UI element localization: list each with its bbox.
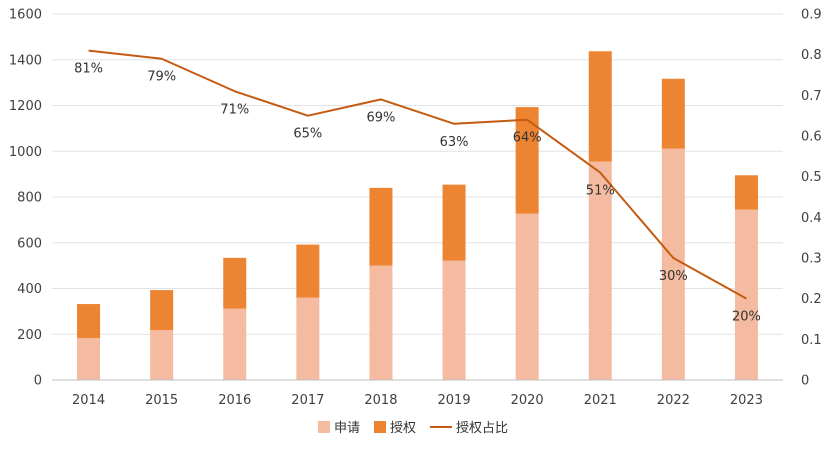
- y-left-tick-label: 1200: [9, 99, 42, 114]
- legend-label: 授权占比: [456, 420, 508, 436]
- ratio-label: 69%: [366, 110, 395, 125]
- y-right-tick-label: 0.1: [801, 333, 822, 348]
- bar-grant-2020: [515, 107, 539, 214]
- legend: 申请 授权 授权占比: [318, 420, 508, 436]
- y-left-tick-label: 600: [17, 236, 42, 251]
- bars: [77, 51, 758, 380]
- y-right-tick-label: 0.9: [801, 8, 822, 23]
- data-labels: 81% 79% 71% 65% 69% 63% 64% 51% 30% 20%: [74, 62, 761, 325]
- legend-item-application: 申请: [318, 421, 360, 436]
- ratio-label: 63%: [440, 135, 469, 150]
- y-right-tick-label: 0.7: [801, 89, 822, 104]
- ratio-label: 30%: [659, 269, 688, 284]
- y-right-tick-label: 0.3: [801, 252, 822, 267]
- x-tick-label: 2014: [72, 393, 105, 408]
- y-right-tick-label: 0.4: [801, 211, 822, 226]
- y-left-tick-label: 800: [17, 191, 42, 206]
- legend-label: 授权: [390, 420, 416, 436]
- ratio-label: 51%: [586, 184, 615, 199]
- bar-application-2022: [661, 148, 685, 380]
- y-left-tick-label: 1000: [9, 145, 42, 160]
- ratio-line: [88, 49, 747, 300]
- bar-grant-2018: [369, 187, 393, 266]
- ratio-label: 79%: [147, 70, 176, 85]
- bar-application-2020: [515, 213, 539, 380]
- y-right-tick-label: 0: [801, 374, 809, 389]
- ratio-label: 65%: [293, 127, 322, 142]
- y-right-tick-label: 0.5: [801, 170, 822, 185]
- ratio-label: 20%: [732, 310, 761, 325]
- bar-application-2019: [442, 260, 466, 380]
- grid: [52, 13, 783, 335]
- bar-grant-2017: [296, 244, 320, 298]
- x-tick-label: 2021: [584, 393, 617, 408]
- bar-grant-2023: [734, 175, 758, 210]
- ratio-line-layer: [88, 49, 747, 300]
- axes: 0 200 400 600 800 1000 1200 1400 1600 0 0.1 0.2 0.3 0…: [9, 8, 822, 409]
- y-right-tick-label: 0.6: [801, 130, 822, 145]
- y-left-tick-label: 400: [17, 282, 42, 297]
- ratio-label: 81%: [74, 62, 103, 77]
- bar-application-2017: [296, 297, 320, 380]
- bar-grant-2019: [442, 184, 466, 261]
- x-tick-label: 2017: [291, 393, 324, 408]
- x-tick-label: 2022: [657, 393, 690, 408]
- y-right-tick-label: 0.8: [801, 48, 822, 63]
- bar-application-2018: [369, 265, 393, 380]
- ratio-label: 71%: [220, 102, 249, 117]
- y-left-tick-label: 0: [34, 374, 42, 389]
- legend-item-ratio: 授权占比: [430, 420, 508, 436]
- x-tick-label: 2018: [364, 393, 397, 408]
- bar-grant-2014: [77, 304, 101, 339]
- y-left-tick-label: 1400: [9, 53, 42, 68]
- bar-application-2016: [223, 308, 247, 380]
- x-tick-label: 2023: [730, 393, 763, 408]
- bar-grant-2016: [223, 257, 247, 309]
- bar-application-2023: [734, 209, 758, 380]
- legend-swatch: [374, 421, 386, 433]
- bar-application-2014: [77, 338, 101, 380]
- legend-item-grant: 授权: [374, 420, 416, 436]
- bar-application-2021: [588, 161, 612, 380]
- bar-grant-2021: [588, 51, 612, 162]
- x-tick-label: 2015: [145, 393, 178, 408]
- legend-swatch: [318, 421, 330, 433]
- y-left-tick-label: 200: [17, 328, 42, 343]
- ratio-label: 64%: [513, 131, 542, 146]
- legend-label: 申请: [334, 421, 360, 436]
- x-tick-label: 2016: [218, 393, 251, 408]
- bar-application-2015: [150, 330, 174, 380]
- bar-grant-2015: [150, 290, 174, 331]
- y-right-tick-label: 0.2: [801, 292, 822, 307]
- y-left-tick-label: 1600: [9, 8, 42, 23]
- x-tick-label: 2019: [438, 393, 471, 408]
- x-tick-label: 2020: [511, 393, 544, 408]
- bar-grant-2022: [661, 78, 685, 149]
